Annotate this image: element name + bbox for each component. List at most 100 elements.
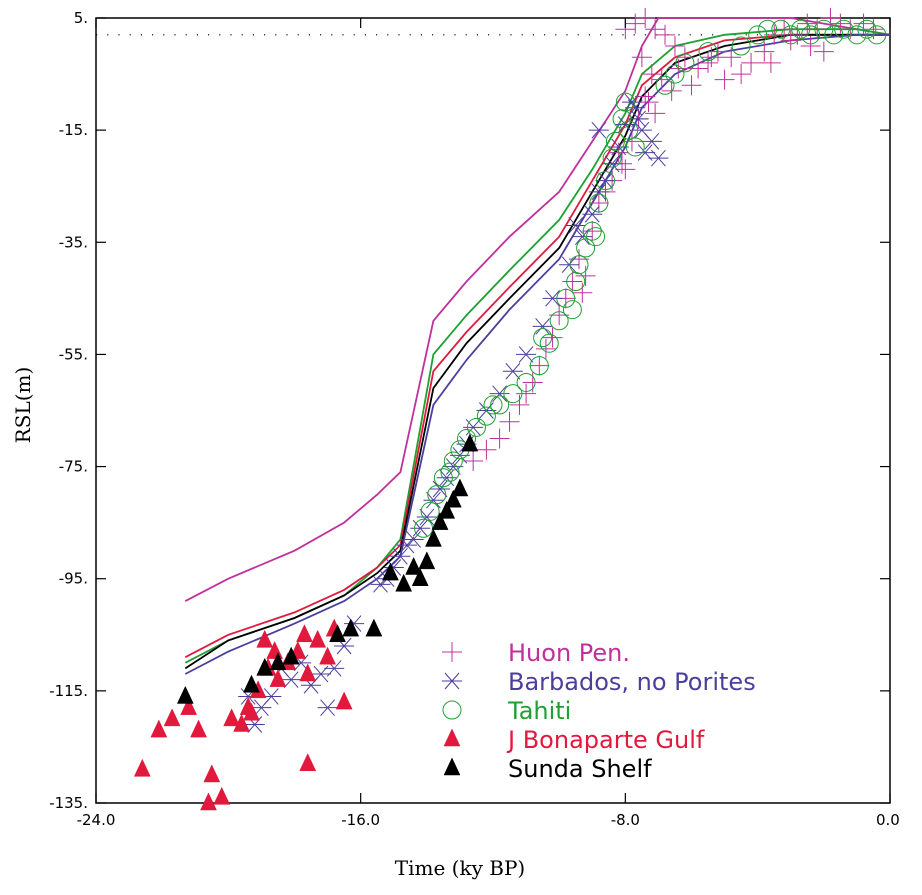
data-point — [309, 629, 327, 648]
data-point — [180, 697, 198, 715]
data-point — [602, 148, 622, 168]
data-point — [781, 25, 801, 45]
data-point — [416, 508, 437, 526]
data-point — [427, 485, 447, 505]
data-point-d2 — [399, 536, 415, 554]
data-point — [605, 131, 625, 151]
data-point — [834, 19, 854, 39]
series-tahiti — [414, 19, 887, 538]
data-points — [133, 8, 887, 811]
data-point — [483, 395, 503, 415]
data-point — [203, 764, 221, 783]
legend-marker — [442, 672, 462, 690]
data-point — [176, 685, 194, 704]
data-point-d2 — [412, 519, 428, 537]
data-point — [575, 265, 596, 286]
data-point — [625, 13, 646, 34]
data-point-d2 — [247, 716, 263, 733]
data-point — [698, 52, 719, 73]
x-axis-title: Time (ky BP) — [395, 856, 525, 880]
data-point — [556, 288, 576, 308]
data-point — [572, 282, 593, 303]
y-tick-label: -15. — [59, 121, 88, 139]
data-point — [847, 25, 867, 45]
data-point-d2 — [591, 183, 607, 201]
data-point-d2 — [283, 671, 299, 688]
data-point — [635, 144, 656, 161]
data-point — [451, 478, 469, 497]
data-point — [463, 450, 484, 471]
data-point-d2 — [574, 228, 590, 246]
legend-marker — [442, 642, 462, 662]
data-point — [256, 629, 274, 648]
data-point — [489, 428, 510, 449]
axes: 5. -15. -35. -55. -75. -95. -115. -135.-24.0 -16… — [49, 9, 900, 829]
data-point — [365, 618, 383, 637]
data-point — [615, 92, 635, 112]
data-point — [443, 451, 463, 471]
data-point — [395, 573, 413, 592]
y-tick-label: -115. — [49, 682, 88, 700]
data-point-d2 — [419, 508, 435, 526]
data-point — [438, 500, 456, 519]
data-point — [243, 674, 260, 693]
data-point — [133, 758, 151, 777]
x-tick-label: 0.0 — [876, 811, 900, 829]
data-point — [608, 138, 629, 156]
data-point — [562, 271, 583, 292]
data-point — [251, 699, 272, 717]
legend-marker — [443, 757, 461, 776]
y-tick-label: -135. — [49, 794, 88, 812]
data-point — [502, 362, 523, 380]
data-point-d2 — [611, 138, 627, 156]
data-point — [857, 19, 877, 39]
data-point-d2 — [617, 116, 633, 133]
data-point — [281, 671, 302, 688]
data-point — [621, 93, 642, 111]
data-point — [631, 47, 652, 68]
data-point — [425, 528, 442, 547]
data-point — [615, 159, 636, 180]
data-point — [569, 255, 589, 275]
data-point — [163, 708, 181, 727]
data-point — [516, 383, 537, 404]
data-point — [420, 501, 440, 521]
legend-label: Huon Pen. — [508, 639, 630, 667]
data-point-d2 — [598, 172, 613, 189]
data-point — [410, 519, 431, 537]
legend-label: Barbados, no Porites — [508, 668, 756, 696]
y-axis-title: RSL(m) — [11, 367, 35, 444]
data-point — [423, 491, 444, 509]
data-point — [619, 120, 639, 140]
data-point-d2 — [604, 155, 620, 173]
data-point-d2 — [465, 418, 481, 436]
data-point — [499, 411, 520, 432]
data-point — [853, 13, 874, 34]
data-point — [335, 691, 353, 710]
model-curve-9 — [184, 33, 890, 675]
data-point — [813, 41, 834, 62]
y-tick-label: -95. — [59, 570, 88, 588]
data-point-d2 — [561, 256, 577, 274]
data-point — [390, 547, 411, 565]
data-point — [559, 256, 580, 274]
x-tick-label: -16.0 — [341, 811, 380, 829]
data-point — [612, 109, 632, 129]
data-point — [631, 121, 652, 139]
data-point — [562, 300, 582, 320]
data-point — [539, 333, 559, 353]
data-point — [791, 19, 811, 39]
data-point — [213, 786, 231, 805]
data-point — [582, 221, 603, 242]
data-point-d2 — [320, 699, 335, 717]
data-point — [533, 328, 553, 348]
y-tick-label: -75. — [59, 458, 88, 476]
data-point — [489, 385, 510, 403]
model-curve-5 — [184, 17, 891, 602]
x-tick-label: -24.0 — [77, 811, 116, 829]
data-point — [239, 697, 257, 715]
model-curves — [184, 17, 891, 675]
data-point — [299, 753, 317, 771]
y-tick-label: -35. — [59, 233, 88, 251]
